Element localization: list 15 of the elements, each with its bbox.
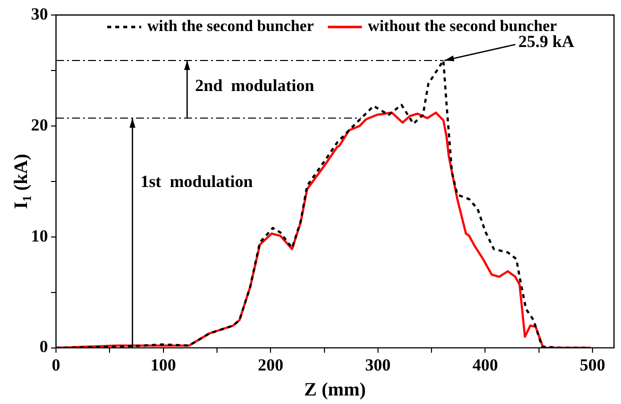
x-tick-label: 500 xyxy=(580,355,606,374)
y-tick-label: 30 xyxy=(31,4,48,24)
y-axis-title: I1 (kA) xyxy=(10,154,34,210)
y-tick-label: 10 xyxy=(31,226,48,246)
annotation: 1st modulation xyxy=(140,172,254,191)
x-tick-label: 400 xyxy=(472,355,498,374)
legend-label: with the second buncher xyxy=(147,18,314,36)
x-tick-label: 300 xyxy=(365,355,391,374)
annotation: 2nd modulation xyxy=(195,76,315,95)
x-axis-title: Z (mm) xyxy=(304,380,366,401)
y-tick-label: 20 xyxy=(31,115,48,134)
x-tick-label: 0 xyxy=(52,355,60,374)
x-tick-label: 200 xyxy=(258,355,284,374)
y-tick-label: 0 xyxy=(40,337,48,356)
x-tick-label: 100 xyxy=(150,355,176,374)
